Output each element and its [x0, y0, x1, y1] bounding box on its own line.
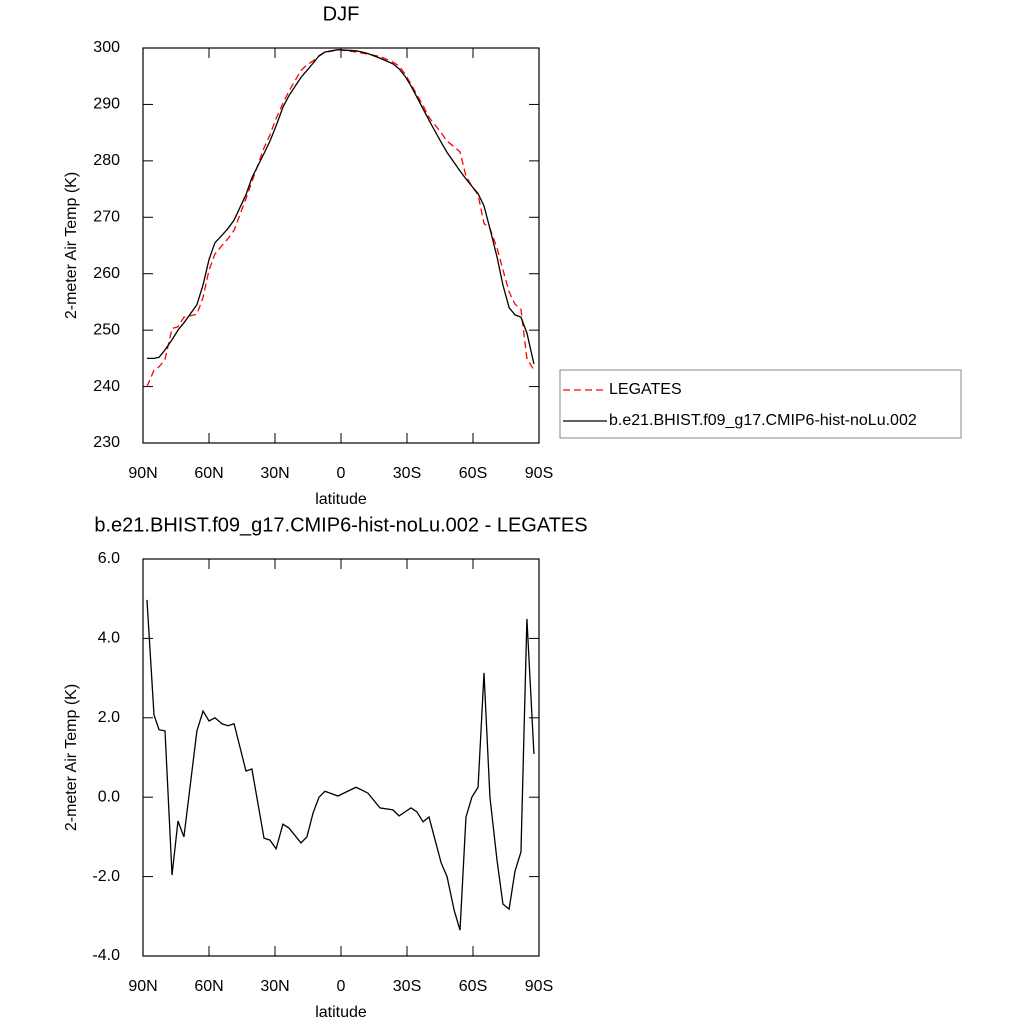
- legend-label: b.e21.BHIST.f09_g17.CMIP6-hist-noLu.002: [609, 412, 917, 429]
- x-tick-label: 60S: [459, 465, 487, 482]
- x-tick-label: 90S: [525, 978, 553, 995]
- x-tick-label: 0: [337, 978, 346, 995]
- x-tick-label: 0: [337, 465, 346, 482]
- y-tick-label: 250: [93, 321, 120, 338]
- y-tick-label: 240: [93, 378, 120, 395]
- y-tick-label: -4.0: [92, 947, 120, 964]
- x-tick-label: 90S: [525, 465, 553, 482]
- y-tick-label: 280: [93, 152, 120, 169]
- data-line: [146, 49, 535, 387]
- x-tick-label: 30N: [260, 465, 289, 482]
- chart-title: b.e21.BHIST.f09_g17.CMIP6-hist-noLu.002 …: [94, 514, 587, 536]
- data-line: [146, 49, 535, 365]
- y-tick-label: 0.0: [98, 788, 120, 805]
- y-tick-label: 270: [93, 209, 120, 226]
- plot-frame: [142, 558, 540, 957]
- chart-title: DJF: [323, 3, 360, 25]
- x-tick-label: 90N: [128, 978, 157, 995]
- x-axis-label: latitude: [315, 491, 367, 508]
- legend-box: [559, 369, 962, 439]
- x-tick-label: 90N: [128, 465, 157, 482]
- x-tick-label: 60N: [194, 465, 223, 482]
- x-tick-label: 30S: [393, 465, 421, 482]
- x-tick-label: 30N: [260, 978, 289, 995]
- y-tick-label: 290: [93, 96, 120, 113]
- plot-frame: [142, 47, 540, 444]
- y-axis-label: 2-meter Air Temp (K): [63, 684, 80, 831]
- x-tick-label: 30S: [393, 978, 421, 995]
- y-axis-label: 2-meter Air Temp (K): [63, 172, 80, 319]
- y-tick-label: 4.0: [98, 630, 120, 647]
- y-tick-label: 230: [93, 434, 120, 451]
- x-tick-label: 60N: [194, 978, 223, 995]
- legend-label: LEGATES: [609, 381, 682, 398]
- y-tick-label: 260: [93, 265, 120, 282]
- y-tick-label: 2.0: [98, 709, 120, 726]
- y-tick-label: -2.0: [92, 868, 120, 885]
- y-tick-label: 6.0: [98, 550, 120, 567]
- data-line: [146, 599, 535, 931]
- x-tick-label: 60S: [459, 978, 487, 995]
- x-axis-label: latitude: [315, 1004, 367, 1021]
- y-tick-label: 300: [93, 39, 120, 56]
